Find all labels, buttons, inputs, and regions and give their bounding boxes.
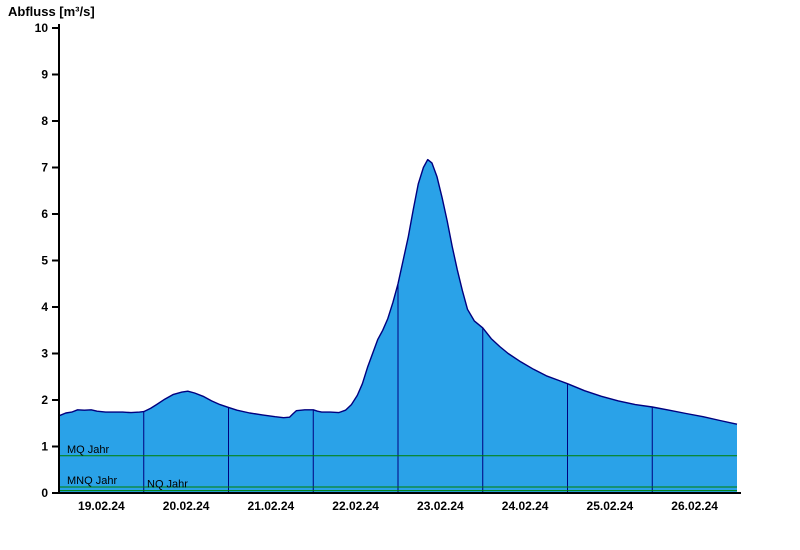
y-tick-label: 5 [41,254,48,268]
x-tick-label: 24.02.24 [502,499,549,513]
discharge-line [58,158,738,425]
y-tick-label: 8 [41,114,48,128]
x-tick-label: 21.02.24 [248,499,295,513]
x-tick-label: 25.02.24 [587,499,634,513]
y-tick-label: 7 [41,161,48,175]
chart-title: Abfluss [m³/s] [8,4,95,19]
y-tick-label: 2 [41,393,48,407]
reference-label-nq-jahr: NQ Jahr [147,479,188,491]
x-tick-label: 22.02.24 [332,499,379,513]
reference-label-mnq-jahr: MNQ Jahr [67,475,117,487]
y-tick-label: 9 [41,68,48,82]
x-tick-label: 23.02.24 [417,499,464,513]
y-tick-label: 6 [41,207,48,221]
y-tick-label: 10 [35,21,49,35]
x-tick-label: 26.02.24 [671,499,718,513]
y-tick-label: 0 [41,486,48,500]
y-tick-label: 1 [41,440,48,454]
x-tick-label: 19.02.24 [78,499,125,513]
y-tick-label: 3 [41,347,48,361]
reference-label-mq-jahr: MQ Jahr [67,444,110,456]
x-tick-label: 20.02.24 [163,499,210,513]
y-tick-label: 4 [41,300,48,314]
